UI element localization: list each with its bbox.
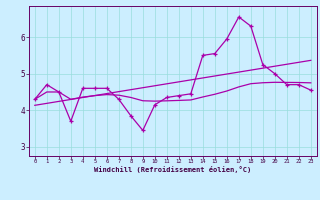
X-axis label: Windchill (Refroidissement éolien,°C): Windchill (Refroidissement éolien,°C): [94, 166, 252, 173]
